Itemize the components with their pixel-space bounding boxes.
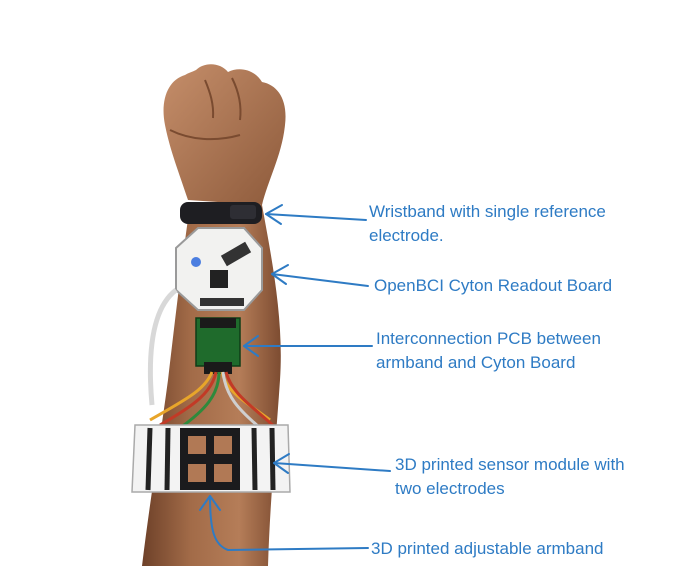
sensor-label-line2: two electrodes bbox=[395, 479, 505, 498]
arrow-wristband bbox=[265, 204, 367, 225]
wristband-clasp bbox=[230, 205, 256, 219]
arrow-armband bbox=[199, 495, 369, 551]
finger-crease bbox=[204, 79, 215, 119]
wristband-label: Wristband with single reference electrod… bbox=[369, 200, 606, 248]
cyton-label: OpenBCI Cyton Readout Board bbox=[374, 274, 612, 298]
sensor-label: 3D printed sensor module with two electr… bbox=[395, 453, 625, 501]
electrode bbox=[214, 464, 232, 482]
pcb-connector-bottom bbox=[204, 362, 232, 374]
wristband-label-line2: electrode. bbox=[369, 226, 444, 245]
cyton-pin-header bbox=[200, 298, 244, 306]
electrode bbox=[188, 464, 206, 482]
wristband-label-line1: Wristband with single reference bbox=[369, 202, 606, 221]
cyton-chip bbox=[210, 270, 228, 288]
armband-label-line1: 3D printed adjustable armband bbox=[371, 539, 604, 558]
arrow-sensor bbox=[273, 453, 391, 474]
sensor-wires bbox=[149, 371, 278, 430]
sensor-label-line1: 3D printed sensor module with bbox=[395, 455, 625, 474]
electrode bbox=[188, 436, 206, 454]
pcb-label-line2: armband and Cyton Board bbox=[376, 353, 576, 372]
pcb-label-line1: Interconnection PCB between bbox=[376, 329, 601, 348]
armband-ribs bbox=[145, 427, 276, 491]
cyton-led bbox=[191, 257, 201, 267]
electrode bbox=[214, 436, 232, 454]
fist bbox=[163, 64, 286, 205]
pcb-connector-top bbox=[200, 318, 236, 328]
thumb-line bbox=[169, 129, 241, 141]
armband-label: 3D printed adjustable armband bbox=[371, 537, 603, 561]
pcb-label: Interconnection PCB between armband and … bbox=[376, 327, 601, 375]
arrow-cyton bbox=[271, 264, 369, 287]
cyton-board bbox=[175, 227, 263, 311]
ribbon-cable bbox=[147, 288, 178, 406]
cyton-label-line1: OpenBCI Cyton Readout Board bbox=[374, 276, 613, 295]
cyton-module bbox=[220, 241, 252, 267]
finger-crease bbox=[231, 77, 242, 121]
arrow-pcb bbox=[243, 335, 373, 357]
